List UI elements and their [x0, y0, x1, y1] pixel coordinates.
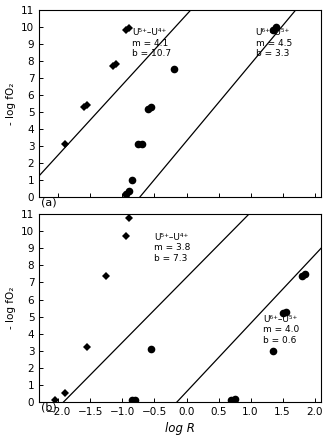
Text: U⁶⁺–U⁵⁺
m = 4.0
b = 0.6: U⁶⁺–U⁵⁺ m = 4.0 b = 0.6 — [263, 315, 300, 345]
Text: (a): (a) — [40, 198, 56, 207]
Text: U⁵⁺–U⁴⁺
m = 4.1
b = 10.7: U⁵⁺–U⁴⁺ m = 4.1 b = 10.7 — [132, 28, 171, 58]
Text: U⁵⁺–U⁴⁺
m = 3.8
b = 7.3: U⁵⁺–U⁴⁺ m = 3.8 b = 7.3 — [155, 233, 191, 263]
Text: U⁶⁺–U⁵⁺
m = 4.5
b = 3.3: U⁶⁺–U⁵⁺ m = 4.5 b = 3.3 — [256, 28, 292, 58]
Y-axis label: - log fO₂: - log fO₂ — [6, 287, 15, 329]
Text: (b): (b) — [40, 402, 56, 412]
Y-axis label: - log fO₂: - log fO₂ — [6, 82, 15, 125]
X-axis label: log R: log R — [165, 422, 195, 435]
